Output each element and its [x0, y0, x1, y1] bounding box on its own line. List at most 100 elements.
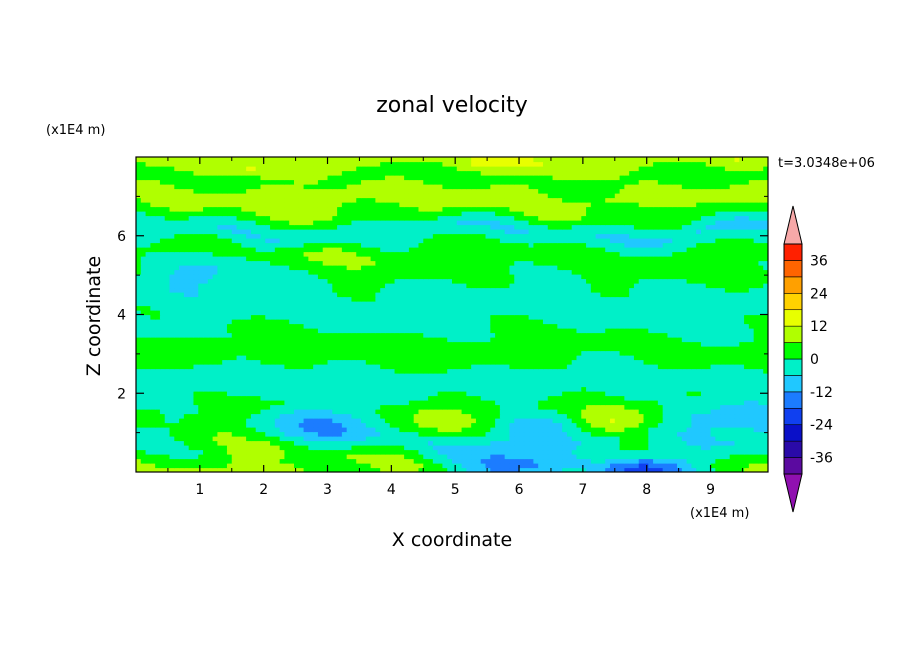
field-cell	[140, 305, 147, 311]
field-cell	[729, 413, 736, 419]
field-cell	[452, 418, 458, 424]
field-cell	[384, 467, 391, 472]
field-cell	[255, 422, 262, 428]
field-cell	[638, 332, 645, 338]
field-cell	[619, 395, 625, 401]
field-cell	[633, 341, 640, 347]
field-cell	[504, 454, 511, 460]
field-cell	[418, 310, 424, 316]
field-cell	[763, 404, 768, 410]
field-cell	[140, 400, 147, 406]
field-cell	[739, 449, 745, 455]
field-cell	[744, 319, 750, 325]
field-cell	[212, 458, 218, 464]
field-cell	[212, 436, 218, 442]
field-cell	[294, 368, 300, 374]
field-cell	[648, 440, 654, 446]
field-cell	[691, 337, 697, 343]
field-cell	[394, 463, 400, 469]
field-cell	[404, 301, 410, 307]
field-cell	[389, 400, 396, 406]
field-cell	[351, 400, 357, 406]
field-cell	[365, 422, 372, 428]
field-cell	[308, 373, 314, 379]
field-cell	[739, 310, 745, 316]
field-cell	[648, 413, 654, 419]
field-cell	[337, 350, 343, 356]
field-cell	[174, 337, 180, 343]
field-cell	[638, 341, 645, 347]
field-cell	[145, 373, 151, 379]
field-cell	[571, 413, 578, 419]
field-cell	[356, 386, 362, 392]
field-cell	[715, 467, 721, 472]
field-cell	[648, 341, 654, 347]
field-cell	[250, 346, 257, 352]
field-cell	[691, 404, 697, 410]
field-cell	[437, 418, 444, 424]
field-cell	[595, 382, 602, 388]
field-cell	[140, 332, 147, 338]
field-cell	[638, 458, 645, 464]
field-cell	[619, 440, 625, 446]
field-cell	[179, 337, 185, 343]
field-cell	[461, 310, 467, 316]
field-cell	[720, 382, 726, 388]
field-cell	[351, 436, 357, 442]
field-cell	[686, 341, 692, 347]
field-cell	[260, 440, 266, 446]
field-cell	[169, 445, 175, 451]
field-cell	[169, 364, 175, 370]
field-cell	[677, 400, 683, 406]
field-cell	[619, 422, 625, 428]
field-cell	[322, 386, 329, 392]
field-cell	[442, 395, 448, 401]
field-cell	[298, 395, 305, 401]
field-cell	[212, 391, 218, 397]
field-cell	[384, 364, 391, 370]
field-cell	[246, 314, 252, 320]
field-cell	[226, 440, 233, 446]
field-cell	[552, 431, 558, 437]
field-cell	[490, 350, 496, 356]
field-cell	[610, 368, 616, 374]
field-cell	[700, 404, 707, 410]
field-cell	[672, 341, 678, 347]
field-cell	[188, 445, 195, 451]
field-cell	[614, 346, 621, 352]
field-cell	[203, 332, 209, 338]
field-cell	[677, 418, 683, 424]
field-cell	[638, 391, 645, 397]
field-cell	[361, 445, 367, 451]
field-cell	[183, 427, 190, 433]
field-cell	[705, 368, 712, 374]
field-cell	[605, 458, 611, 464]
field-cell	[389, 355, 396, 361]
field-cell	[294, 413, 300, 419]
field-cell	[389, 422, 396, 428]
field-cell	[700, 391, 707, 397]
field-cell	[308, 341, 314, 347]
field-cell	[313, 328, 319, 334]
field-cell	[509, 431, 515, 437]
field-cell	[423, 386, 429, 392]
field-cell	[490, 373, 496, 379]
field-cell	[758, 427, 764, 433]
field-cell	[696, 440, 702, 446]
field-cell	[370, 382, 376, 388]
field-cell	[361, 431, 367, 437]
field-cell	[294, 418, 300, 424]
field-cell	[710, 346, 716, 352]
field-cell	[662, 301, 669, 307]
field-cell	[729, 440, 736, 446]
field-cell	[404, 386, 410, 392]
field-cell	[193, 458, 199, 464]
field-cell	[145, 305, 151, 311]
field-cell	[542, 449, 549, 455]
field-cell	[265, 404, 271, 410]
field-cell	[739, 377, 745, 383]
field-cell	[710, 314, 716, 320]
field-cell	[442, 301, 448, 307]
field-cell	[705, 449, 712, 455]
field-cell	[418, 328, 424, 334]
